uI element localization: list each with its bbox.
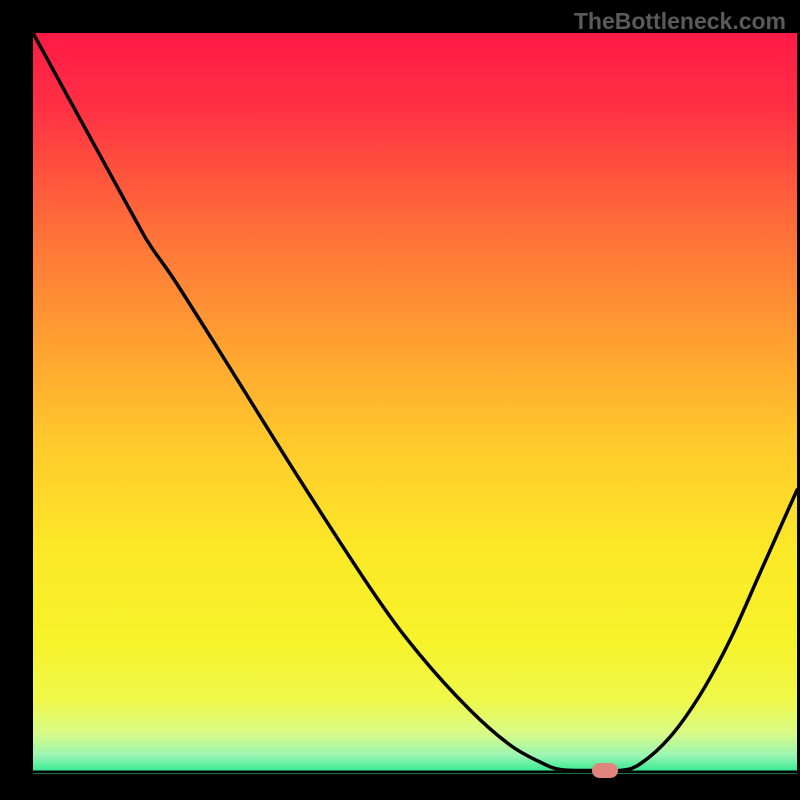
watermark-text: TheBottleneck.com xyxy=(574,8,786,35)
chart-container: TheBottleneck.com xyxy=(0,0,800,800)
gradient-background xyxy=(0,0,800,800)
optimal-marker xyxy=(592,763,618,778)
gradient-rect xyxy=(33,33,797,774)
